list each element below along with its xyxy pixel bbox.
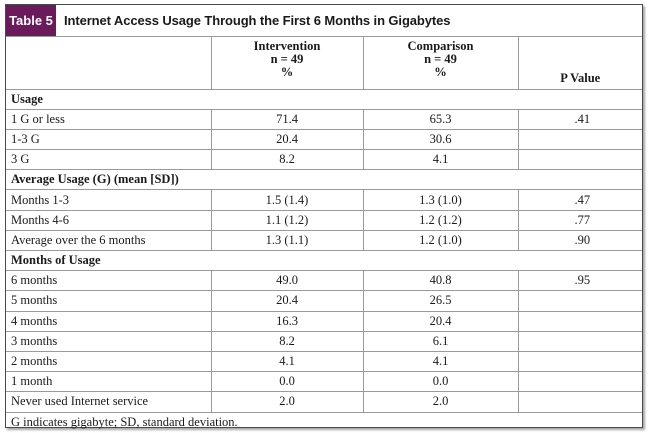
table-title: Internet Access Usage Through the First … bbox=[64, 13, 451, 28]
intervention-value: 1.3 (1.1) bbox=[210, 229, 364, 252]
comparison-value: 6.1 bbox=[362, 330, 519, 352]
row-label: 1 month bbox=[6, 371, 212, 393]
intervention-value: 16.3 bbox=[210, 310, 364, 332]
header-comparison-name: Comparison bbox=[407, 39, 474, 53]
footnote-row: G indicates gigabyte; SD, standard devia… bbox=[6, 412, 642, 432]
p-value: .90 bbox=[517, 229, 642, 252]
comparison-value: 65.3 bbox=[362, 108, 519, 130]
table-row: Average over the 6 months 1.3 (1.1) 1.2 (1… bbox=[6, 229, 642, 252]
comparison-value: 0.0 bbox=[362, 371, 519, 393]
data-table: Intervention n = 49 % Comparison n = 49 … bbox=[6, 37, 642, 432]
comparison-value: 1.2 (1.2) bbox=[362, 209, 519, 231]
comparison-value: 4.1 bbox=[362, 350, 519, 373]
table-row: 6 months 49.0 40.8.95 bbox=[6, 270, 642, 292]
header-pvalue: P Value bbox=[517, 37, 642, 90]
p-value bbox=[517, 391, 642, 413]
intervention-value: 8.2 bbox=[210, 330, 364, 352]
header-intervention-n: n = 49 bbox=[270, 52, 304, 66]
header-blank bbox=[6, 37, 212, 90]
comparison-value: 40.8 bbox=[362, 270, 519, 292]
table-row: Months 1-3 1.5 (1.4) 1.3 (1.0) .47 bbox=[6, 189, 642, 211]
row-label: Months 4-6 bbox=[6, 209, 212, 231]
table-row: 3 months 8.2 6.1 bbox=[6, 330, 642, 352]
table-row: 1 G or less 71.4 65.3.41 bbox=[6, 108, 642, 130]
table-frame: Table 5 Internet Access Usage Through th… bbox=[5, 4, 643, 429]
p-value bbox=[517, 330, 642, 352]
comparison-value: 4.1 bbox=[362, 149, 519, 171]
table-row: Months 4-6 1.1 (1.2) 1.2 (1.2) .77 bbox=[6, 209, 642, 231]
p-value: .95 bbox=[517, 270, 642, 292]
intervention-value: 49.0 bbox=[210, 270, 364, 292]
p-value: .47 bbox=[517, 189, 642, 211]
comparison-value: 30.6 bbox=[362, 128, 519, 151]
intervention-value: 1.1 (1.2) bbox=[210, 209, 364, 231]
p-value bbox=[517, 128, 642, 151]
p-value: .41 bbox=[517, 108, 642, 130]
header-intervention-unit: % bbox=[280, 65, 294, 79]
header-comparison-n: n = 49 bbox=[424, 52, 457, 66]
row-label: Average over the 6 months bbox=[6, 229, 212, 252]
header-row: Intervention n = 49 % Comparison n = 49 … bbox=[6, 37, 642, 90]
section-label: Average Usage (G) (mean [SD]) bbox=[6, 169, 642, 191]
table-row: 5 months 20.4 26.5 bbox=[6, 290, 642, 312]
table-row: 3 G 8.2 4.1 bbox=[6, 149, 642, 171]
table-row: 2 months 4.1 4.1 bbox=[6, 350, 642, 373]
intervention-value: 2.0 bbox=[210, 391, 364, 413]
section-row: Months of Usage bbox=[6, 249, 642, 272]
row-label: 1-3 G bbox=[6, 128, 212, 151]
table-row: 1-3 G 20.4 30.6 bbox=[6, 128, 642, 151]
row-label: 3 months bbox=[6, 330, 212, 352]
table-body: Usage 1 G or less 71.4 65.3.41 1-3 G 20.4 30.6… bbox=[6, 89, 642, 413]
comparison-value: 1.2 (1.0) bbox=[362, 229, 519, 252]
p-value bbox=[517, 371, 642, 393]
intervention-value: 71.4 bbox=[210, 108, 364, 130]
p-value bbox=[517, 290, 642, 312]
table-row: 1 month 0.0 0.0 bbox=[6, 371, 642, 393]
header-intervention: Intervention n = 49 % bbox=[210, 37, 364, 90]
row-label: 2 months bbox=[6, 350, 212, 373]
section-row: Average Usage (G) (mean [SD]) bbox=[6, 169, 642, 191]
comparison-value: 20.4 bbox=[362, 310, 519, 332]
row-label: 6 months bbox=[6, 270, 212, 292]
section-label: Months of Usage bbox=[6, 249, 642, 272]
intervention-value: 20.4 bbox=[210, 290, 364, 312]
p-value: .77 bbox=[517, 209, 642, 231]
intervention-value: 8.2 bbox=[210, 149, 364, 171]
row-label: 4 months bbox=[6, 310, 212, 332]
intervention-value: 1.5 (1.4) bbox=[210, 189, 364, 211]
section-row: Usage bbox=[6, 89, 642, 110]
title-bar: Table 5 Internet Access Usage Through th… bbox=[6, 5, 642, 37]
header-comparison: Comparison n = 49 % bbox=[362, 37, 519, 90]
table-row: 4 months 16.3 20.4 bbox=[6, 310, 642, 332]
row-label: Never used Internet service bbox=[6, 391, 212, 413]
row-label: 3 G bbox=[6, 149, 212, 171]
comparison-value: 2.0 bbox=[362, 391, 519, 413]
comparison-value: 1.3 (1.0) bbox=[362, 189, 519, 211]
row-label: 5 months bbox=[6, 290, 212, 312]
intervention-value: 4.1 bbox=[210, 350, 364, 373]
row-label: Months 1-3 bbox=[6, 189, 212, 211]
row-label: 1 G or less bbox=[6, 108, 212, 130]
intervention-value: 20.4 bbox=[210, 128, 364, 151]
p-value bbox=[517, 350, 642, 373]
header-comparison-unit: % bbox=[434, 65, 447, 79]
footnote: G indicates gigabyte; SD, standard devia… bbox=[11, 414, 238, 429]
p-value bbox=[517, 310, 642, 332]
table-row: Never used Internet service 2.0 2.0 bbox=[6, 391, 642, 413]
section-label: Usage bbox=[6, 89, 642, 110]
comparison-value: 26.5 bbox=[362, 290, 519, 312]
p-value bbox=[517, 149, 642, 171]
intervention-value: 0.0 bbox=[210, 371, 364, 393]
table-label-badge: Table 5 bbox=[6, 5, 56, 36]
header-intervention-name: Intervention bbox=[253, 39, 321, 53]
